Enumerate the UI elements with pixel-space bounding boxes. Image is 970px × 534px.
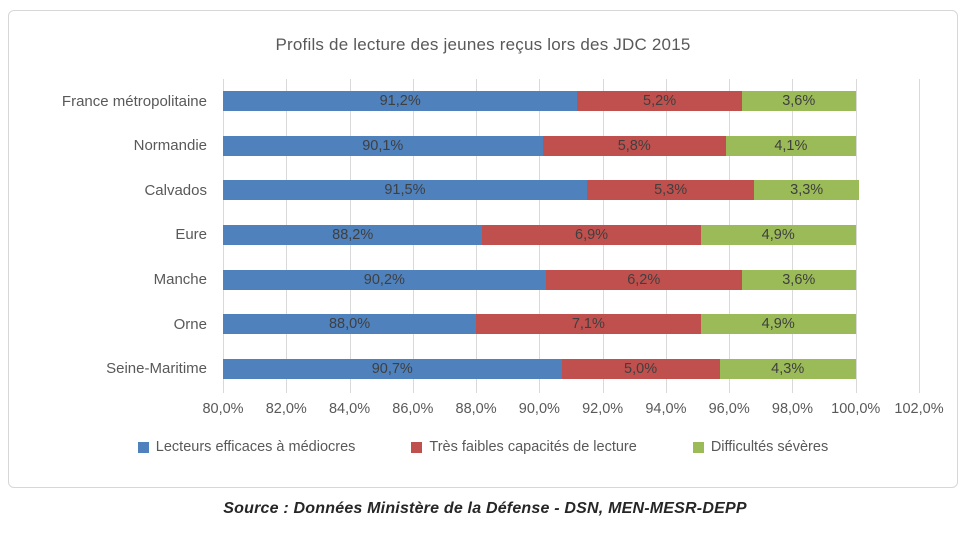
bar-segment: 4,1% bbox=[726, 135, 856, 156]
source-caption: Source : Données Ministère de la Défense… bbox=[223, 500, 747, 517]
bar-segment: 4,9% bbox=[700, 224, 856, 245]
bar-value-label: 5,2% bbox=[643, 93, 677, 110]
x-axis-ticks: 80,0% 82,0% 84,0% 86,0% 88,0% 90,0% 92,0% 94,0%… bbox=[202, 401, 943, 421]
bar-segment: 7,1% bbox=[476, 314, 701, 335]
bar-segment: 6,2% bbox=[545, 269, 742, 290]
gridline bbox=[855, 79, 857, 393]
bar-value-label: 3,6% bbox=[782, 271, 816, 288]
bar-segment: 4,3% bbox=[719, 358, 856, 379]
bar-segment: 5,3% bbox=[586, 180, 755, 201]
bar-segment: 3,6% bbox=[741, 269, 856, 290]
bar-segment: 90,2% bbox=[223, 269, 546, 290]
x-tick-label: 84,0% bbox=[328, 401, 371, 417]
bar-row: 91,2% 5,2% 3,6% bbox=[223, 79, 919, 124]
category-label: Manche bbox=[153, 271, 207, 289]
x-tick-label: 80,0% bbox=[202, 401, 244, 417]
bar-value-label: 3,6% bbox=[782, 93, 816, 110]
x-tick-label: 86,0% bbox=[392, 401, 434, 417]
legend: Lecteurs efficaces à médiocres Très faibl… bbox=[9, 439, 957, 455]
bar-row: 90,1% 5,8% 4,1% bbox=[223, 124, 919, 169]
category-label: Calvados bbox=[144, 181, 207, 199]
legend-label: Difficultés sévères bbox=[710, 439, 829, 455]
bar-value-label: 4,9% bbox=[761, 316, 795, 333]
legend-label: Très faibles capacités de lecture bbox=[429, 439, 637, 455]
stacked-bar: 91,5% 5,3% 3,3% bbox=[223, 180, 919, 201]
bar-value-label: 5,8% bbox=[617, 137, 651, 154]
gridline bbox=[919, 79, 920, 393]
bar-value-label: 5,3% bbox=[654, 182, 688, 199]
x-tick-label: 100,0% bbox=[831, 401, 881, 417]
bar-value-label: 88,0% bbox=[328, 316, 371, 333]
stacked-bar: 88,2% 6,9% 4,9% bbox=[223, 224, 919, 245]
bar-segment: 3,6% bbox=[741, 91, 856, 112]
bar-value-label: 90,7% bbox=[371, 360, 413, 377]
stacked-bar: 91,2% 5,2% 3,6% bbox=[223, 91, 919, 112]
bar-row: 90,7% 5,0% 4,3% bbox=[223, 346, 919, 391]
category-label: Normandie bbox=[133, 137, 207, 155]
bar-value-label: 3,3% bbox=[790, 182, 824, 199]
stacked-bar: 90,2% 6,2% 3,6% bbox=[223, 269, 919, 290]
bar-row: 90,2% 6,2% 3,6% bbox=[223, 257, 919, 302]
bar-value-label: 6,9% bbox=[575, 226, 609, 243]
category-label: France métropolitaine bbox=[61, 92, 207, 110]
plot-area: 91,2% 5,2% 3,6% 90,1% 5,8% 4,1% 91,5% 5,3% 3,3% 8… bbox=[223, 79, 920, 393]
stacked-bar: 90,1% 5,8% 4,1% bbox=[223, 135, 919, 156]
x-tick-label: 96,0% bbox=[708, 401, 750, 417]
x-tick-label: 82,0% bbox=[265, 401, 307, 417]
stacked-bar: 88,0% 7,1% 4,9% bbox=[223, 314, 919, 335]
legend-item: Lecteurs efficaces à médiocres bbox=[137, 439, 356, 455]
stacked-bar: 90,7% 5,0% 4,3% bbox=[223, 358, 919, 379]
category-label: Seine-Maritime bbox=[106, 360, 207, 378]
legend-marker-icon bbox=[692, 441, 704, 453]
x-tick-label: 88,0% bbox=[455, 401, 497, 417]
bar-value-label: 6,2% bbox=[627, 271, 661, 288]
bar-segment: 88,0% bbox=[223, 314, 477, 335]
x-tick-label: 102,0% bbox=[894, 401, 944, 417]
bar-value-label: 5,0% bbox=[624, 360, 658, 377]
x-tick-label: 90,0% bbox=[518, 401, 560, 417]
bar-value-label: 7,1% bbox=[571, 316, 605, 333]
bar-segment: 5,0% bbox=[561, 358, 720, 379]
bar-segment: 4,9% bbox=[700, 314, 856, 335]
bar-segment: 91,2% bbox=[223, 91, 578, 112]
x-tick-label: 94,0% bbox=[645, 401, 687, 417]
category-label: Eure bbox=[175, 226, 207, 244]
bar-segment: 3,3% bbox=[754, 180, 859, 201]
legend-marker-icon bbox=[137, 441, 149, 453]
bar-value-label: 88,2% bbox=[332, 226, 374, 243]
bar-value-label: 90,1% bbox=[362, 137, 404, 154]
legend-item: Difficultés sévères bbox=[692, 439, 829, 455]
bar-segment: 5,8% bbox=[542, 135, 726, 156]
bar-segment: 91,5% bbox=[223, 180, 587, 201]
bar-row: 88,2% 6,9% 4,9% bbox=[223, 213, 919, 258]
bar-segment: 88,2% bbox=[223, 224, 483, 245]
legend-item: Très faibles capacités de lecture bbox=[411, 439, 637, 455]
bar-segment: 6,9% bbox=[482, 224, 701, 245]
x-tick-label: 98,0% bbox=[771, 401, 814, 417]
bar-row: 88,0% 7,1% 4,9% bbox=[223, 302, 919, 347]
legend-label: Lecteurs efficaces à médiocres bbox=[155, 439, 356, 455]
bar-value-label: 4,3% bbox=[771, 360, 805, 377]
bar-segment: 90,1% bbox=[223, 135, 543, 156]
bar-row: 91,5% 5,3% 3,3% bbox=[223, 168, 919, 213]
bar-segment: 90,7% bbox=[223, 358, 562, 379]
chart-title: Profils de lecture des jeunes reçus lors… bbox=[275, 35, 691, 54]
category-axis: France métropolitaine Normandie Calvados Eu… bbox=[9, 79, 215, 391]
legend-marker-icon bbox=[411, 441, 423, 453]
bar-value-label: 91,5% bbox=[384, 182, 426, 199]
bar-value-label: 91,2% bbox=[379, 93, 421, 110]
x-tick-label: 92,0% bbox=[582, 401, 624, 417]
category-label: Orne bbox=[173, 315, 207, 333]
bar-value-label: 90,2% bbox=[363, 271, 405, 288]
bar-value-label: 4,9% bbox=[761, 226, 795, 243]
bar-segment: 5,2% bbox=[577, 91, 742, 112]
bar-value-label: 4,1% bbox=[774, 137, 808, 154]
chart-frame: Profils de lecture des jeunes reçus lors… bbox=[8, 10, 958, 488]
